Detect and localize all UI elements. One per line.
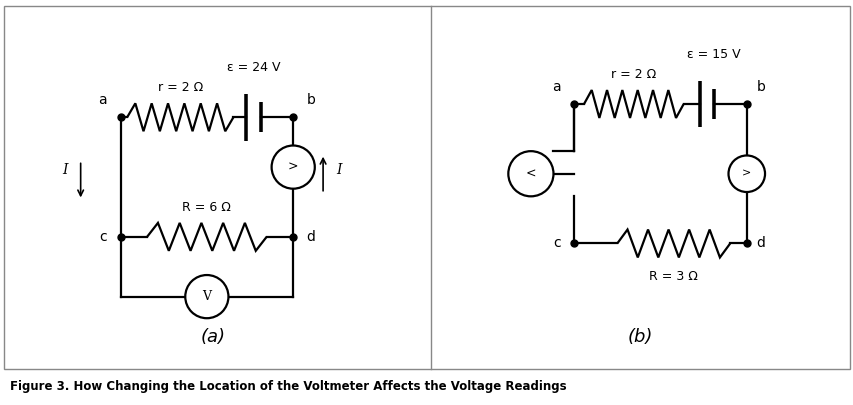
Text: r = 2 Ω: r = 2 Ω xyxy=(611,68,656,81)
Text: ε = 15 V: ε = 15 V xyxy=(686,48,740,61)
Text: (a): (a) xyxy=(200,328,226,346)
Text: (b): (b) xyxy=(627,328,653,346)
Text: a: a xyxy=(98,93,107,107)
Text: <: < xyxy=(525,167,536,180)
Circle shape xyxy=(728,156,764,192)
Text: d: d xyxy=(306,230,315,244)
Text: Figure 3. How Changing the Location of the Voltmeter Affects the Voltage Reading: Figure 3. How Changing the Location of t… xyxy=(10,380,566,393)
Circle shape xyxy=(185,275,228,318)
Text: b: b xyxy=(306,93,315,107)
Text: R = 3 Ω: R = 3 Ω xyxy=(648,270,698,283)
Text: ε = 24 V: ε = 24 V xyxy=(226,61,280,74)
Text: I: I xyxy=(61,164,67,177)
Text: >: > xyxy=(287,161,298,174)
Circle shape xyxy=(508,151,553,196)
Text: d: d xyxy=(756,237,764,250)
Text: c: c xyxy=(100,230,107,244)
Circle shape xyxy=(271,145,315,189)
Text: b: b xyxy=(756,80,764,94)
Text: V: V xyxy=(202,290,211,303)
Text: R = 6 Ω: R = 6 Ω xyxy=(183,200,231,213)
Text: >: > xyxy=(741,169,751,179)
Text: I: I xyxy=(336,164,341,177)
Text: r = 2 Ω: r = 2 Ω xyxy=(158,81,203,94)
Text: a: a xyxy=(552,80,560,94)
Text: c: c xyxy=(553,237,560,250)
